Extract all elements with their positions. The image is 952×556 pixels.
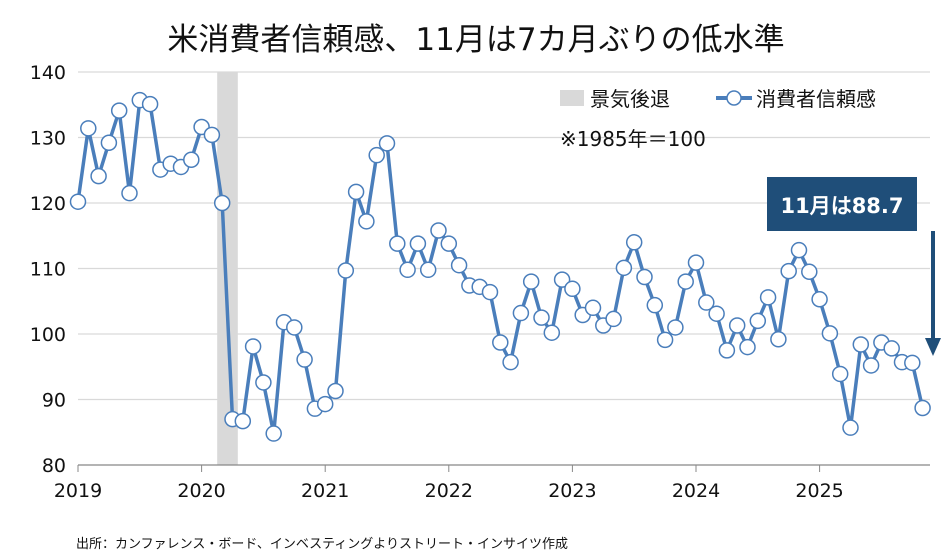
data-point [213, 194, 231, 212]
data-point [203, 126, 221, 144]
data-point [368, 146, 385, 164]
data-point [430, 222, 447, 239]
data-point [100, 134, 118, 151]
data-point [419, 261, 437, 279]
data-point [450, 256, 468, 274]
data-point [728, 317, 746, 334]
data-point [842, 419, 859, 436]
data-point [440, 235, 458, 252]
data-point [234, 412, 252, 430]
data-point [770, 330, 787, 348]
base-year-note: ※1985年＝100 [560, 127, 706, 151]
x-tick-label: 2025 [795, 480, 843, 502]
data-point [80, 120, 97, 137]
x-tick-label: 2019 [54, 480, 102, 502]
data-point [337, 262, 355, 279]
data-point [286, 319, 303, 336]
legend-recession-swatch [560, 90, 584, 106]
source-note: 出所：カンファレンス・ボード、インベスティングよりストリート・インサイツ作成 [76, 537, 569, 552]
data-point [378, 135, 396, 152]
y-tick-label: 130 [30, 128, 66, 150]
x-tick-label: 2024 [672, 480, 720, 502]
data-point [358, 213, 375, 230]
data-point [687, 254, 705, 271]
data-point [347, 183, 365, 201]
series-line [76, 98, 925, 436]
data-point [821, 325, 839, 342]
legend-series-label: 消費者信頼感 [756, 87, 876, 111]
data-point [553, 271, 571, 288]
data-point [646, 296, 664, 314]
data-point [656, 331, 674, 349]
data-point [739, 338, 756, 356]
chart-title: 米消費者信頼感、11月は7カ月ぶりの低水準 [167, 22, 785, 58]
data-point [296, 351, 313, 368]
data-point [883, 340, 900, 357]
data-point [749, 312, 767, 330]
data-point [564, 280, 581, 298]
data-point [852, 336, 870, 353]
data-point [698, 294, 715, 311]
data-point [327, 382, 344, 400]
data-point [389, 235, 406, 252]
data-point [708, 305, 725, 322]
data-point [625, 234, 643, 251]
y-tick-label: 100 [30, 324, 66, 346]
data-point [584, 299, 602, 317]
annotation-label: 11月は88.7 [780, 194, 903, 218]
data-point [533, 309, 550, 326]
data-point [677, 273, 694, 290]
annotation-arrow-head [925, 338, 941, 356]
data-point [811, 291, 828, 308]
data-point [667, 319, 684, 336]
y-tick-label: 90 [42, 390, 66, 412]
data-point [543, 324, 561, 341]
data-point [69, 193, 87, 210]
data-point [316, 395, 334, 413]
data-point [831, 365, 849, 383]
y-tick-label: 110 [30, 259, 66, 281]
data-point [492, 334, 509, 351]
y-tick-label: 120 [30, 193, 66, 215]
data-point [244, 338, 262, 355]
annotation: 11月は88.7 [767, 177, 941, 356]
data-point [399, 261, 416, 279]
data-point [502, 353, 519, 371]
data-point [780, 262, 797, 280]
data-point [790, 241, 808, 259]
data-point [409, 235, 427, 252]
legend: 景気後退 消費者信頼感 ※1985年＝100 [560, 87, 876, 151]
x-tick-label: 2020 [177, 480, 225, 502]
data-point [141, 95, 159, 113]
annotation-box [767, 177, 917, 231]
recession-band [217, 72, 238, 465]
legend-series-marker [726, 90, 742, 106]
y-tick-label: 80 [42, 455, 66, 477]
data-point [90, 167, 107, 185]
data-point [759, 289, 777, 306]
data-point [862, 357, 880, 374]
x-tick-label: 2022 [425, 480, 473, 502]
data-point [904, 354, 921, 372]
data-point [110, 102, 128, 119]
data-point [801, 263, 818, 281]
x-tick-label: 2021 [301, 480, 349, 502]
data-point [605, 310, 622, 328]
data-point [265, 425, 282, 442]
data-point [121, 184, 138, 202]
data-point [636, 268, 653, 286]
data-point [183, 151, 200, 169]
data-point [481, 283, 499, 301]
x-tick-label: 2023 [548, 480, 596, 502]
data-point [522, 273, 540, 290]
data-point [914, 399, 931, 417]
data-point [615, 259, 633, 277]
legend-recession-label: 景気後退 [590, 87, 670, 111]
data-point [512, 304, 530, 322]
data-point [255, 374, 272, 391]
data-point [718, 342, 736, 359]
y-tick-label: 140 [30, 62, 66, 84]
